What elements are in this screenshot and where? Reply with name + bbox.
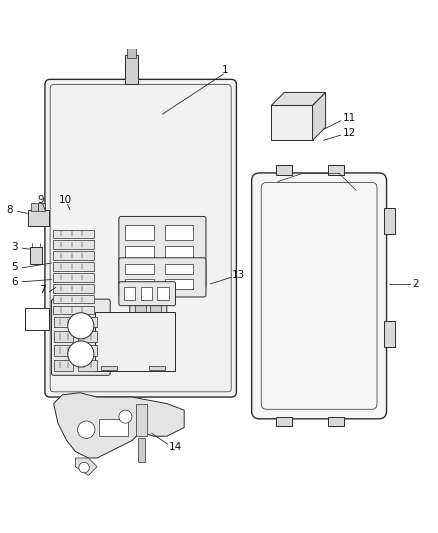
FancyBboxPatch shape [45, 79, 237, 397]
FancyBboxPatch shape [119, 282, 176, 305]
Polygon shape [75, 458, 97, 475]
Text: 14: 14 [169, 442, 182, 452]
Bar [276, 165, 292, 175]
Bar [53, 273, 94, 282]
Bar [125, 266, 154, 280]
Text: 11: 11 [343, 112, 356, 123]
Text: 3: 3 [11, 242, 18, 252]
Text: 13: 13 [232, 270, 245, 280]
Bar [31, 203, 38, 211]
Text: 7: 7 [39, 286, 46, 295]
Bar [125, 246, 154, 260]
Bar [127, 47, 136, 58]
Text: 1: 1 [222, 65, 229, 75]
Polygon shape [271, 92, 325, 106]
Bar [135, 317, 146, 325]
Bar [53, 240, 94, 249]
Text: 2: 2 [413, 279, 419, 289]
Bar [25, 308, 49, 329]
Bar [54, 317, 73, 327]
Bar [39, 203, 46, 211]
FancyBboxPatch shape [252, 173, 387, 419]
Bar [165, 264, 193, 274]
Text: 10: 10 [59, 196, 72, 205]
Bar [141, 287, 152, 300]
Text: 12: 12 [343, 128, 356, 138]
Bar [136, 403, 147, 436]
Bar [125, 264, 154, 274]
Bar [276, 417, 292, 426]
Bar [78, 331, 97, 342]
Bar [165, 246, 193, 260]
Bar [125, 279, 154, 289]
Bar [102, 366, 117, 370]
Bar [53, 305, 94, 314]
Bar [53, 230, 94, 238]
Bar [157, 287, 169, 300]
Bar [53, 251, 94, 260]
Bar [53, 262, 94, 271]
FancyBboxPatch shape [119, 216, 206, 288]
Bar [138, 439, 145, 462]
Bar [165, 279, 193, 289]
Bar [78, 317, 97, 327]
Bar [385, 321, 395, 347]
Bar [328, 165, 344, 175]
Bar [125, 225, 154, 239]
Bar [385, 208, 395, 234]
FancyBboxPatch shape [51, 299, 110, 375]
Circle shape [78, 421, 95, 439]
Text: 5: 5 [11, 262, 18, 271]
Bar [78, 345, 97, 356]
Circle shape [68, 313, 94, 339]
Bar [165, 225, 193, 239]
Bar [54, 345, 73, 356]
Bar [328, 417, 344, 426]
FancyBboxPatch shape [119, 258, 206, 297]
Bar [99, 419, 127, 436]
Text: 6: 6 [11, 277, 18, 287]
Bar [78, 360, 97, 370]
Polygon shape [313, 92, 325, 140]
Bar [30, 247, 42, 264]
Bar [271, 106, 313, 140]
FancyBboxPatch shape [130, 299, 167, 332]
Bar [54, 331, 73, 342]
Bar [150, 305, 161, 313]
Bar [53, 284, 94, 293]
Bar [53, 295, 94, 303]
Bar [149, 366, 165, 370]
Text: 8: 8 [6, 205, 13, 215]
Bar [28, 210, 49, 227]
Bar [54, 360, 73, 370]
Circle shape [68, 341, 94, 367]
Bar [124, 287, 135, 300]
Bar [165, 266, 193, 280]
Bar [95, 312, 176, 371]
Circle shape [79, 462, 89, 473]
Text: 9: 9 [37, 196, 44, 205]
Circle shape [119, 410, 132, 423]
Bar [135, 305, 146, 313]
Polygon shape [53, 393, 184, 458]
Bar [150, 317, 161, 325]
Bar [125, 55, 138, 84]
